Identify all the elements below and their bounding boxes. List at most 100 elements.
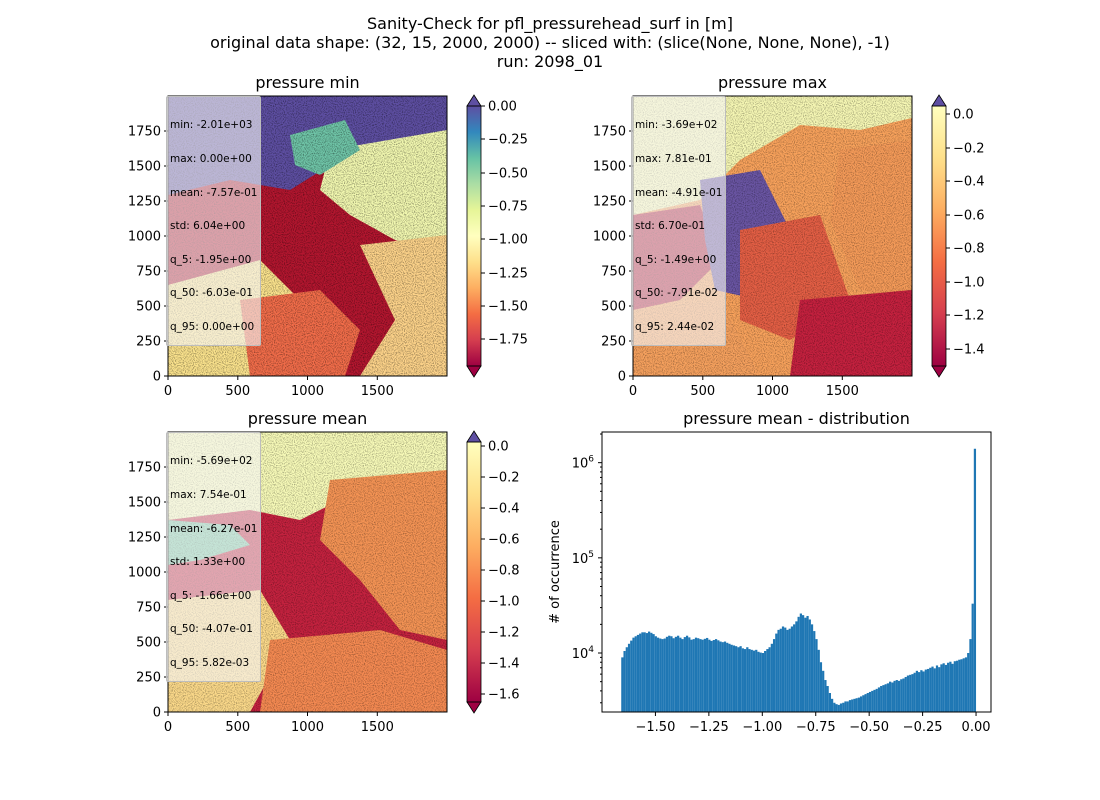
histogram-bar bbox=[889, 681, 892, 712]
y-tick: 1000 bbox=[128, 230, 168, 245]
histogram-bar bbox=[799, 613, 802, 712]
axes-frame bbox=[601, 431, 992, 713]
histogram-bar bbox=[871, 690, 874, 712]
histogram-bar bbox=[685, 635, 689, 712]
histogram-bar bbox=[951, 663, 954, 712]
y-tick: 1250 bbox=[128, 195, 168, 210]
histogram-bar bbox=[804, 617, 807, 712]
histogram-bar bbox=[645, 633, 649, 712]
stat-line: mean: -6.27e-01 bbox=[170, 522, 258, 535]
svg-text:500: 500 bbox=[225, 720, 250, 735]
svg-text:1750: 1750 bbox=[128, 125, 161, 140]
svg-text:1500: 1500 bbox=[593, 160, 626, 175]
svg-text:0: 0 bbox=[629, 384, 637, 399]
histogram-bar bbox=[828, 693, 831, 712]
histogram-bar bbox=[839, 703, 843, 712]
histogram-bar bbox=[866, 693, 869, 712]
y-tick: 500 bbox=[136, 636, 168, 651]
x-tick: 1500 bbox=[361, 376, 394, 399]
svg-text:−0.6: −0.6 bbox=[953, 209, 985, 224]
svg-text:1250: 1250 bbox=[128, 531, 161, 546]
histogram-bar bbox=[764, 650, 767, 712]
stat-line: q_5: -1.95e+00 bbox=[170, 253, 252, 266]
histogram-bar bbox=[884, 684, 887, 712]
colorbar-tick: −1.4 bbox=[946, 343, 985, 358]
histogram-bar bbox=[779, 628, 782, 712]
panel-title: pressure min bbox=[255, 73, 359, 92]
colorbar-extend-top bbox=[466, 430, 482, 443]
histogram-bar bbox=[723, 641, 727, 712]
x-tick: −0.75 bbox=[796, 712, 836, 735]
histogram-bar bbox=[813, 631, 816, 712]
stat-line: std: 6.70e-01 bbox=[635, 220, 706, 233]
svg-text:1000: 1000 bbox=[128, 566, 161, 581]
colorbar-extend-top bbox=[466, 94, 482, 107]
histogram-bar bbox=[844, 701, 847, 712]
histogram-bar bbox=[971, 603, 974, 712]
histogram-bar bbox=[719, 641, 722, 712]
x-tick-label: −1.25 bbox=[689, 720, 729, 735]
histogram-bar bbox=[665, 636, 669, 712]
y-tick: 106 bbox=[572, 455, 602, 472]
svg-text:1000: 1000 bbox=[291, 384, 324, 399]
histogram-bar bbox=[947, 662, 950, 712]
histogram-bar bbox=[793, 624, 796, 712]
histogram-bar bbox=[730, 644, 733, 712]
x-tick: −0.50 bbox=[849, 712, 889, 735]
stat-line: mean: -4.91e-01 bbox=[635, 186, 723, 199]
histogram-bar bbox=[967, 653, 970, 712]
figure-title-line: Sanity-Check for pfl_pressurehead_surf i… bbox=[367, 14, 733, 33]
svg-text:1000: 1000 bbox=[128, 230, 161, 245]
stat-line: min: -5.69e+02 bbox=[170, 455, 253, 468]
histogram-bar bbox=[875, 688, 878, 712]
histogram-bar bbox=[931, 666, 934, 712]
svg-text:0: 0 bbox=[153, 706, 161, 721]
histogram-bar bbox=[668, 635, 671, 712]
histogram-bar bbox=[625, 647, 628, 712]
histogram-bar bbox=[630, 640, 633, 712]
colorbar-tick: −1.2 bbox=[481, 626, 520, 641]
stats-box-mean: min: -5.69e+02 max: 7.54e-01 mean: -6.27… bbox=[166, 432, 262, 683]
x-tick: 1500 bbox=[826, 376, 859, 399]
histogram-bar bbox=[964, 657, 968, 712]
svg-text:−0.6: −0.6 bbox=[488, 533, 520, 548]
x-tick: −1.00 bbox=[742, 712, 782, 735]
y-tick: 0 bbox=[153, 706, 168, 721]
svg-text:750: 750 bbox=[136, 265, 161, 280]
histogram-bar bbox=[777, 629, 780, 712]
histogram-bar bbox=[955, 660, 959, 712]
y-tick: 1250 bbox=[593, 195, 633, 210]
histogram-bar bbox=[797, 616, 800, 712]
histogram-bar bbox=[670, 636, 673, 712]
colorbar-tick: −1.25 bbox=[481, 267, 528, 282]
histogram-bar bbox=[962, 658, 965, 712]
svg-text:500: 500 bbox=[690, 384, 715, 399]
y-axis: 104 105 106 bbox=[572, 433, 602, 704]
colorbar-gradient bbox=[467, 106, 481, 366]
colorbar-tick: −1.6 bbox=[481, 688, 520, 703]
y-tick: 0 bbox=[618, 370, 633, 385]
colorbar-extend-bottom bbox=[466, 701, 482, 714]
histogram-bar bbox=[958, 659, 961, 712]
svg-text:500: 500 bbox=[601, 300, 626, 315]
svg-text:−0.50: −0.50 bbox=[488, 167, 528, 182]
histogram-bar bbox=[699, 639, 702, 712]
histogram-bar bbox=[801, 615, 805, 712]
histogram-bar bbox=[824, 680, 827, 712]
colorbar-tick: 0.00 bbox=[481, 100, 517, 115]
y-tick: 750 bbox=[601, 265, 633, 280]
histogram-bar bbox=[933, 668, 936, 712]
y-tick: 1250 bbox=[128, 531, 168, 546]
svg-text:−1.0: −1.0 bbox=[488, 595, 520, 610]
colorbar-tick: −1.2 bbox=[946, 309, 985, 324]
histogram-bar bbox=[848, 700, 852, 712]
histogram-bar bbox=[650, 632, 653, 712]
colorbar-frame bbox=[466, 105, 482, 367]
x-tick: 500 bbox=[690, 376, 715, 399]
histogram-bar bbox=[788, 628, 791, 712]
histogram-bar bbox=[922, 671, 925, 712]
svg-text:1500: 1500 bbox=[361, 720, 394, 735]
svg-text:250: 250 bbox=[136, 335, 161, 350]
x-tick: 500 bbox=[225, 376, 250, 399]
histogram-bar bbox=[717, 640, 720, 712]
